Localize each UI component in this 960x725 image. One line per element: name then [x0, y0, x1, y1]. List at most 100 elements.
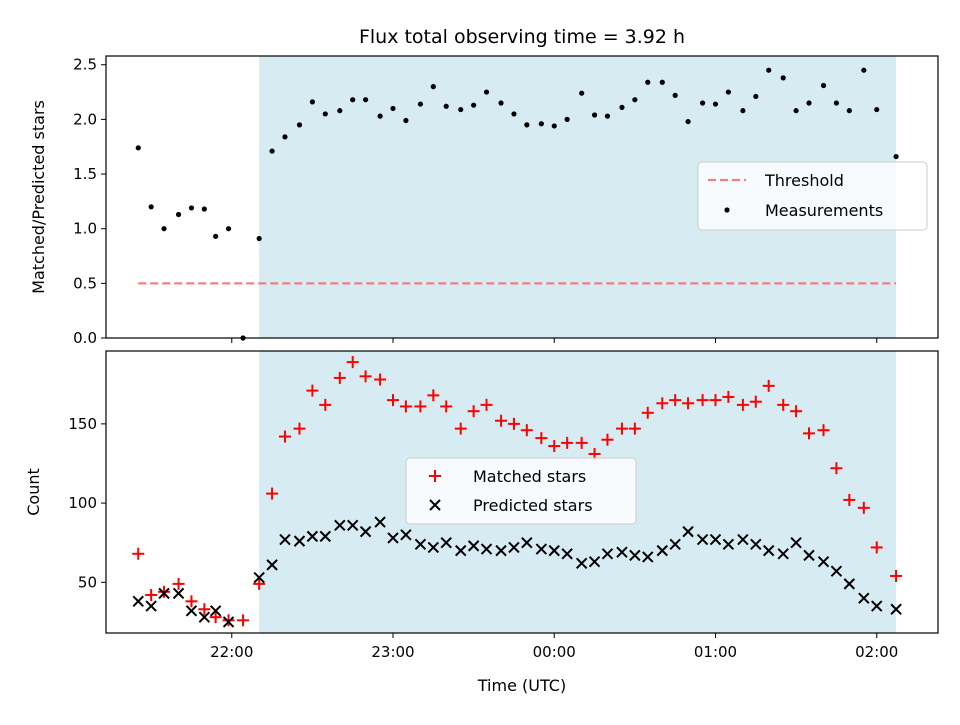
bottom-panel: 50 100 150 22:00 23:00 00:00 01:00 02:00 Count… [24, 350, 939, 695]
predicted-star-point [790, 536, 802, 549]
measurement-point [483, 89, 490, 95]
predicted-star-point [387, 532, 399, 544]
matched-star-point [601, 433, 614, 446]
bottom-x-ticks: 22:00 23:00 00:00 01:00 02:00 [210, 633, 898, 661]
measurement-point [471, 102, 477, 108]
matched-star-point [575, 436, 588, 449]
matched-star-point [319, 398, 332, 411]
predicted-star-point [334, 519, 346, 531]
matched-star-point [682, 397, 695, 410]
predicted-star-point [209, 605, 222, 617]
top-y-tick-label: 1.5 [73, 165, 97, 183]
predicted-star-point [279, 533, 291, 546]
predicted-star-point [535, 543, 548, 555]
measurement-point [377, 113, 383, 119]
matched-star-point [669, 394, 682, 407]
predicted-star-point [374, 516, 386, 528]
measurement-point [604, 113, 611, 119]
measurement-point [740, 108, 746, 114]
figure-title: Flux total observing time = 3.92 h [359, 26, 685, 48]
predicted-star-point [455, 544, 467, 557]
predicted-star-point [548, 544, 560, 557]
legend-predicted-label: Predicted stars [473, 496, 593, 515]
measurement-point [296, 122, 303, 128]
matched-star-point [209, 611, 222, 624]
legend-matched-label: Matched stars [473, 467, 586, 486]
predicted-star-point [495, 544, 507, 557]
measurement-point [390, 105, 396, 112]
matched-star-point [440, 400, 453, 413]
predicted-star-point [266, 559, 278, 571]
predicted-star-point [293, 535, 306, 547]
predicted-star-point [601, 548, 614, 560]
legend-threshold-label: Threshold [764, 171, 844, 190]
matched-star-point [548, 440, 561, 453]
top-y-ticks: 0.0 0.5 1.0 1.5 2.0 2.5 [73, 56, 106, 347]
measurement-point [699, 100, 706, 106]
matched-star-point [535, 432, 548, 445]
matched-star-point [830, 462, 843, 475]
matched-star-point [237, 614, 250, 627]
top-y-axis-label: Matched/Predicted stars [29, 100, 48, 294]
top-panel: 0.0 0.5 1.0 1.5 2.0 2.5 Matched/Predicted sta… [29, 55, 939, 347]
bottom-y-tick-label: 50 [78, 573, 97, 591]
matched-star-point [803, 427, 816, 440]
predicted-star-point [480, 543, 493, 555]
bottom-x-tick-label: 00:00 [533, 643, 576, 661]
measurement-point [322, 111, 328, 117]
measurement-point [256, 235, 262, 242]
top-y-tick-label: 2.0 [73, 110, 97, 128]
matched-star-point [870, 541, 883, 554]
matched-star-point [359, 370, 372, 383]
predicted-star-point [185, 605, 198, 617]
matched-star-point [722, 390, 735, 403]
predicted-star-point [440, 536, 452, 549]
predicted-star-point [616, 546, 628, 558]
matched-star-point [293, 422, 306, 435]
predicted-star-point [158, 587, 170, 600]
measurement-point [659, 79, 665, 85]
measurement-point [846, 108, 852, 114]
matched-star-point [520, 424, 533, 437]
top-y-tick-label: 2.5 [73, 56, 97, 74]
measurement-point [591, 112, 598, 118]
matched-star-point [172, 577, 185, 590]
bottom-x-tick-label: 23:00 [371, 643, 414, 661]
matched-star-point [427, 389, 440, 402]
predicted-star-point [306, 530, 319, 543]
bottom-x-tick-label: 01:00 [694, 643, 737, 661]
measurement-point [645, 79, 651, 85]
predicted-star-point [803, 549, 815, 562]
measurement-point [793, 108, 799, 114]
matched-star-point [158, 585, 171, 598]
matched-points [132, 356, 903, 627]
measurement-point [672, 92, 678, 98]
predicted-star-point [722, 538, 735, 550]
predicted-star-point [777, 548, 789, 560]
matched-star-point [399, 400, 412, 413]
matched-star-point [777, 398, 790, 411]
measurement-point [766, 67, 772, 73]
measurement-point [564, 116, 570, 122]
measurement-point [861, 67, 867, 73]
matched-star-point [495, 414, 508, 427]
predicted-star-point [656, 544, 668, 557]
measurement-point [579, 90, 585, 96]
matched-star-point [843, 493, 856, 506]
matched-star-point [641, 406, 654, 419]
matched-star-point [414, 400, 427, 413]
predicted-star-point [629, 549, 641, 562]
matched-star-point [615, 422, 628, 435]
matched-star-point [736, 398, 749, 411]
predicted-star-point [588, 556, 601, 568]
bottom-plot-frame [105, 350, 939, 634]
measurement-point [685, 118, 691, 125]
measurement-point [309, 99, 315, 105]
predicted-star-point [858, 592, 870, 604]
top-y-tick-label: 0.5 [73, 274, 97, 292]
top-legend: Threshold Measurements [697, 161, 928, 231]
predicted-star-point [669, 538, 681, 550]
predicted-star-point [817, 556, 830, 568]
bottom-y-ticks: 50 100 150 [68, 415, 106, 591]
matched-star-point [749, 395, 762, 408]
